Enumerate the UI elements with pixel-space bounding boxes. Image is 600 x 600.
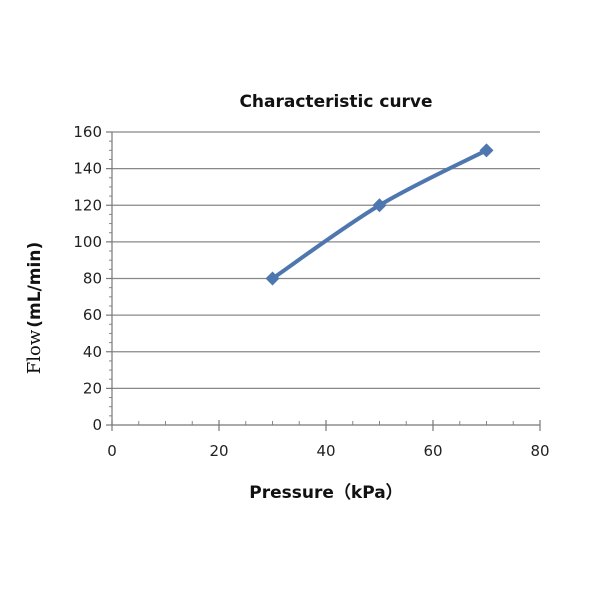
y-tick-label: 40 xyxy=(83,343,102,361)
x-tick-label: 20 xyxy=(209,442,228,460)
y-axis-label-main: Flow xyxy=(24,329,45,374)
data-point-50 xyxy=(372,198,387,213)
y-tick-label: 20 xyxy=(83,379,102,397)
x-tick-label: 40 xyxy=(316,442,335,460)
x-tick-label: 0 xyxy=(107,442,117,460)
y-tick-label: 140 xyxy=(73,160,102,178)
axes xyxy=(106,131,541,431)
y-tick-label: 120 xyxy=(73,196,102,214)
x-axis-label: Pressure（kPa） xyxy=(249,482,402,503)
y-tick-label: 60 xyxy=(83,306,102,324)
minor-ticks xyxy=(109,140,514,425)
y-tick-label: 100 xyxy=(73,233,102,251)
x-tick-labels: 0 20 40 60 80 xyxy=(107,442,549,460)
chart-title: Characteristic curve xyxy=(239,92,432,112)
y-tick-label: 80 xyxy=(83,270,102,288)
grid-lines xyxy=(112,131,540,389)
series-layer xyxy=(265,143,494,286)
series-line xyxy=(270,148,489,281)
y-tick-labels: 0 20 40 60 80 100 120 140 160 xyxy=(73,123,102,434)
y-tick-label: 0 xyxy=(92,416,102,434)
y-tick-label: 160 xyxy=(73,123,102,141)
y-axis-label-unit: (mL/min) xyxy=(25,242,45,328)
data-point-70 xyxy=(479,143,494,158)
x-tick-label: 60 xyxy=(423,442,442,460)
data-point-30 xyxy=(265,271,280,286)
y-axis-label: Flow(mL/min) xyxy=(24,242,45,374)
x-tick-label: 80 xyxy=(530,442,549,460)
